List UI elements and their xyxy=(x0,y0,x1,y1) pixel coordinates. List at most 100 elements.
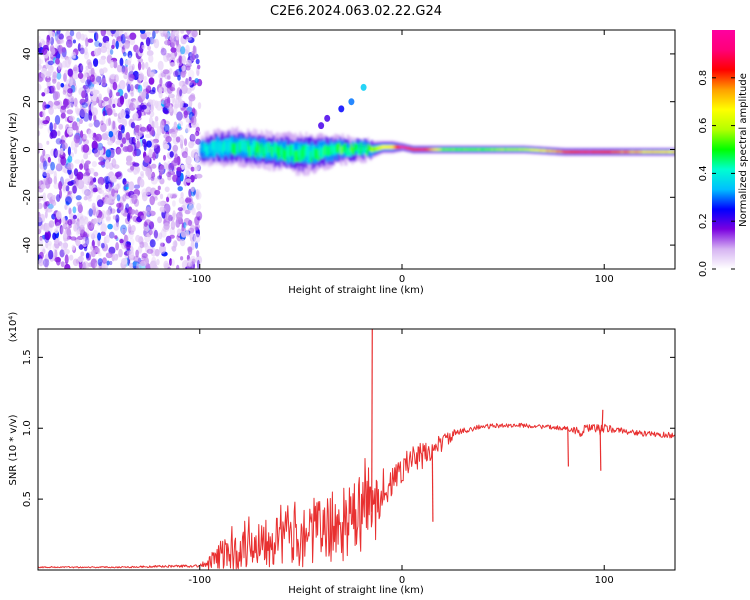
trace-cell xyxy=(532,148,535,152)
noise-speckle xyxy=(93,218,97,225)
trace-cell xyxy=(503,148,506,151)
trace-cell xyxy=(597,150,600,154)
noise-speckle xyxy=(195,130,200,137)
noise-speckle xyxy=(116,64,123,73)
noise-speckle xyxy=(139,178,145,188)
noise-speckle xyxy=(65,205,71,210)
trace-cell xyxy=(213,146,216,157)
noise-speckle xyxy=(127,50,133,59)
noise-speckle xyxy=(158,89,163,99)
trace-cell xyxy=(653,150,656,154)
noise-speckle xyxy=(117,130,123,141)
noise-speckle xyxy=(191,258,196,264)
trace-cell xyxy=(413,148,416,151)
noise-speckle xyxy=(111,188,116,197)
noise-speckle xyxy=(56,30,60,38)
trace-cell xyxy=(518,148,522,151)
spectrogram-plot-area xyxy=(38,30,675,269)
noise-speckle xyxy=(144,133,152,139)
noise-speckle xyxy=(85,79,92,87)
trace-cell xyxy=(330,142,333,153)
trace-cell xyxy=(671,150,674,154)
trace-cell xyxy=(261,137,264,155)
noise-speckle xyxy=(149,89,156,95)
trace-cell xyxy=(275,142,278,154)
noise-speckle xyxy=(78,118,83,125)
noise-speckle xyxy=(181,151,188,159)
trace-cell xyxy=(326,146,329,157)
noise-speckle xyxy=(104,131,110,136)
trace-cell xyxy=(250,144,253,156)
noise-speckle xyxy=(53,148,58,159)
noise-speckle xyxy=(91,249,96,258)
noise-speckle xyxy=(91,147,98,154)
noise-speckle xyxy=(85,160,91,165)
trace-cell xyxy=(643,150,647,154)
noise-speckle xyxy=(92,142,99,150)
trace-cell xyxy=(276,145,279,156)
noise-speckle xyxy=(70,140,76,151)
noise-speckle xyxy=(180,70,186,78)
trace-cell xyxy=(666,150,670,154)
noise-speckle xyxy=(169,51,176,60)
noise-speckle xyxy=(156,125,162,136)
noise-speckle xyxy=(110,120,117,130)
noise-speckle xyxy=(42,171,47,179)
trace-cell xyxy=(369,148,372,158)
trace-cell xyxy=(268,142,272,153)
noise-speckle xyxy=(188,203,195,212)
noise-speckle xyxy=(78,261,83,269)
noise-speckle xyxy=(100,30,106,37)
trace-cell xyxy=(510,148,513,151)
noise-speckle xyxy=(108,97,112,106)
noise-speckle xyxy=(147,45,152,51)
trace-cell xyxy=(226,143,229,154)
trace-cell xyxy=(572,150,575,154)
trace-cell xyxy=(311,146,314,158)
noise-speckle xyxy=(146,124,152,132)
y-tick-label: 1.0 xyxy=(22,420,33,436)
noise-speckle xyxy=(146,168,152,176)
noise-speckle xyxy=(118,248,123,258)
trace-cell xyxy=(264,144,267,155)
noise-speckle xyxy=(154,189,161,196)
noise-speckle xyxy=(64,204,68,210)
trace-cell xyxy=(475,148,478,151)
noise-speckle xyxy=(56,30,61,35)
trace-cell xyxy=(562,150,565,154)
trace-cell xyxy=(533,148,536,152)
noise-speckle xyxy=(124,241,128,251)
trace-cell xyxy=(301,145,304,157)
noise-speckle xyxy=(119,239,124,244)
noise-speckle xyxy=(191,30,198,38)
noise-speckle xyxy=(76,31,82,41)
noise-speckle xyxy=(169,151,174,158)
noise-speckle xyxy=(154,100,159,109)
noise-speckle xyxy=(122,194,127,202)
noise-speckle xyxy=(38,40,41,50)
noise-speckle xyxy=(194,215,200,226)
noise-speckle xyxy=(88,69,94,75)
trace-cell xyxy=(520,148,523,151)
trace-cell xyxy=(211,142,215,159)
trace-cell xyxy=(529,148,532,152)
noise-speckle xyxy=(163,98,171,109)
trace-cell xyxy=(366,149,369,156)
trace-cell xyxy=(657,150,660,154)
noise-speckle xyxy=(180,106,188,112)
noise-speckle xyxy=(178,80,183,87)
noise-speckle xyxy=(120,224,127,235)
noise-speckle xyxy=(43,160,48,170)
noise-speckle xyxy=(178,134,184,145)
noise-speckle xyxy=(47,60,54,66)
trace-cell xyxy=(540,149,543,152)
noise-speckle xyxy=(41,40,46,46)
noise-speckle xyxy=(77,63,84,74)
noise-speckle xyxy=(88,30,94,33)
trace-cell xyxy=(438,148,441,151)
noise-speckle xyxy=(127,168,135,173)
noise-speckle xyxy=(79,163,84,170)
noise-speckle xyxy=(115,140,122,145)
noise-speckle xyxy=(171,38,176,48)
noise-speckle xyxy=(126,155,132,163)
